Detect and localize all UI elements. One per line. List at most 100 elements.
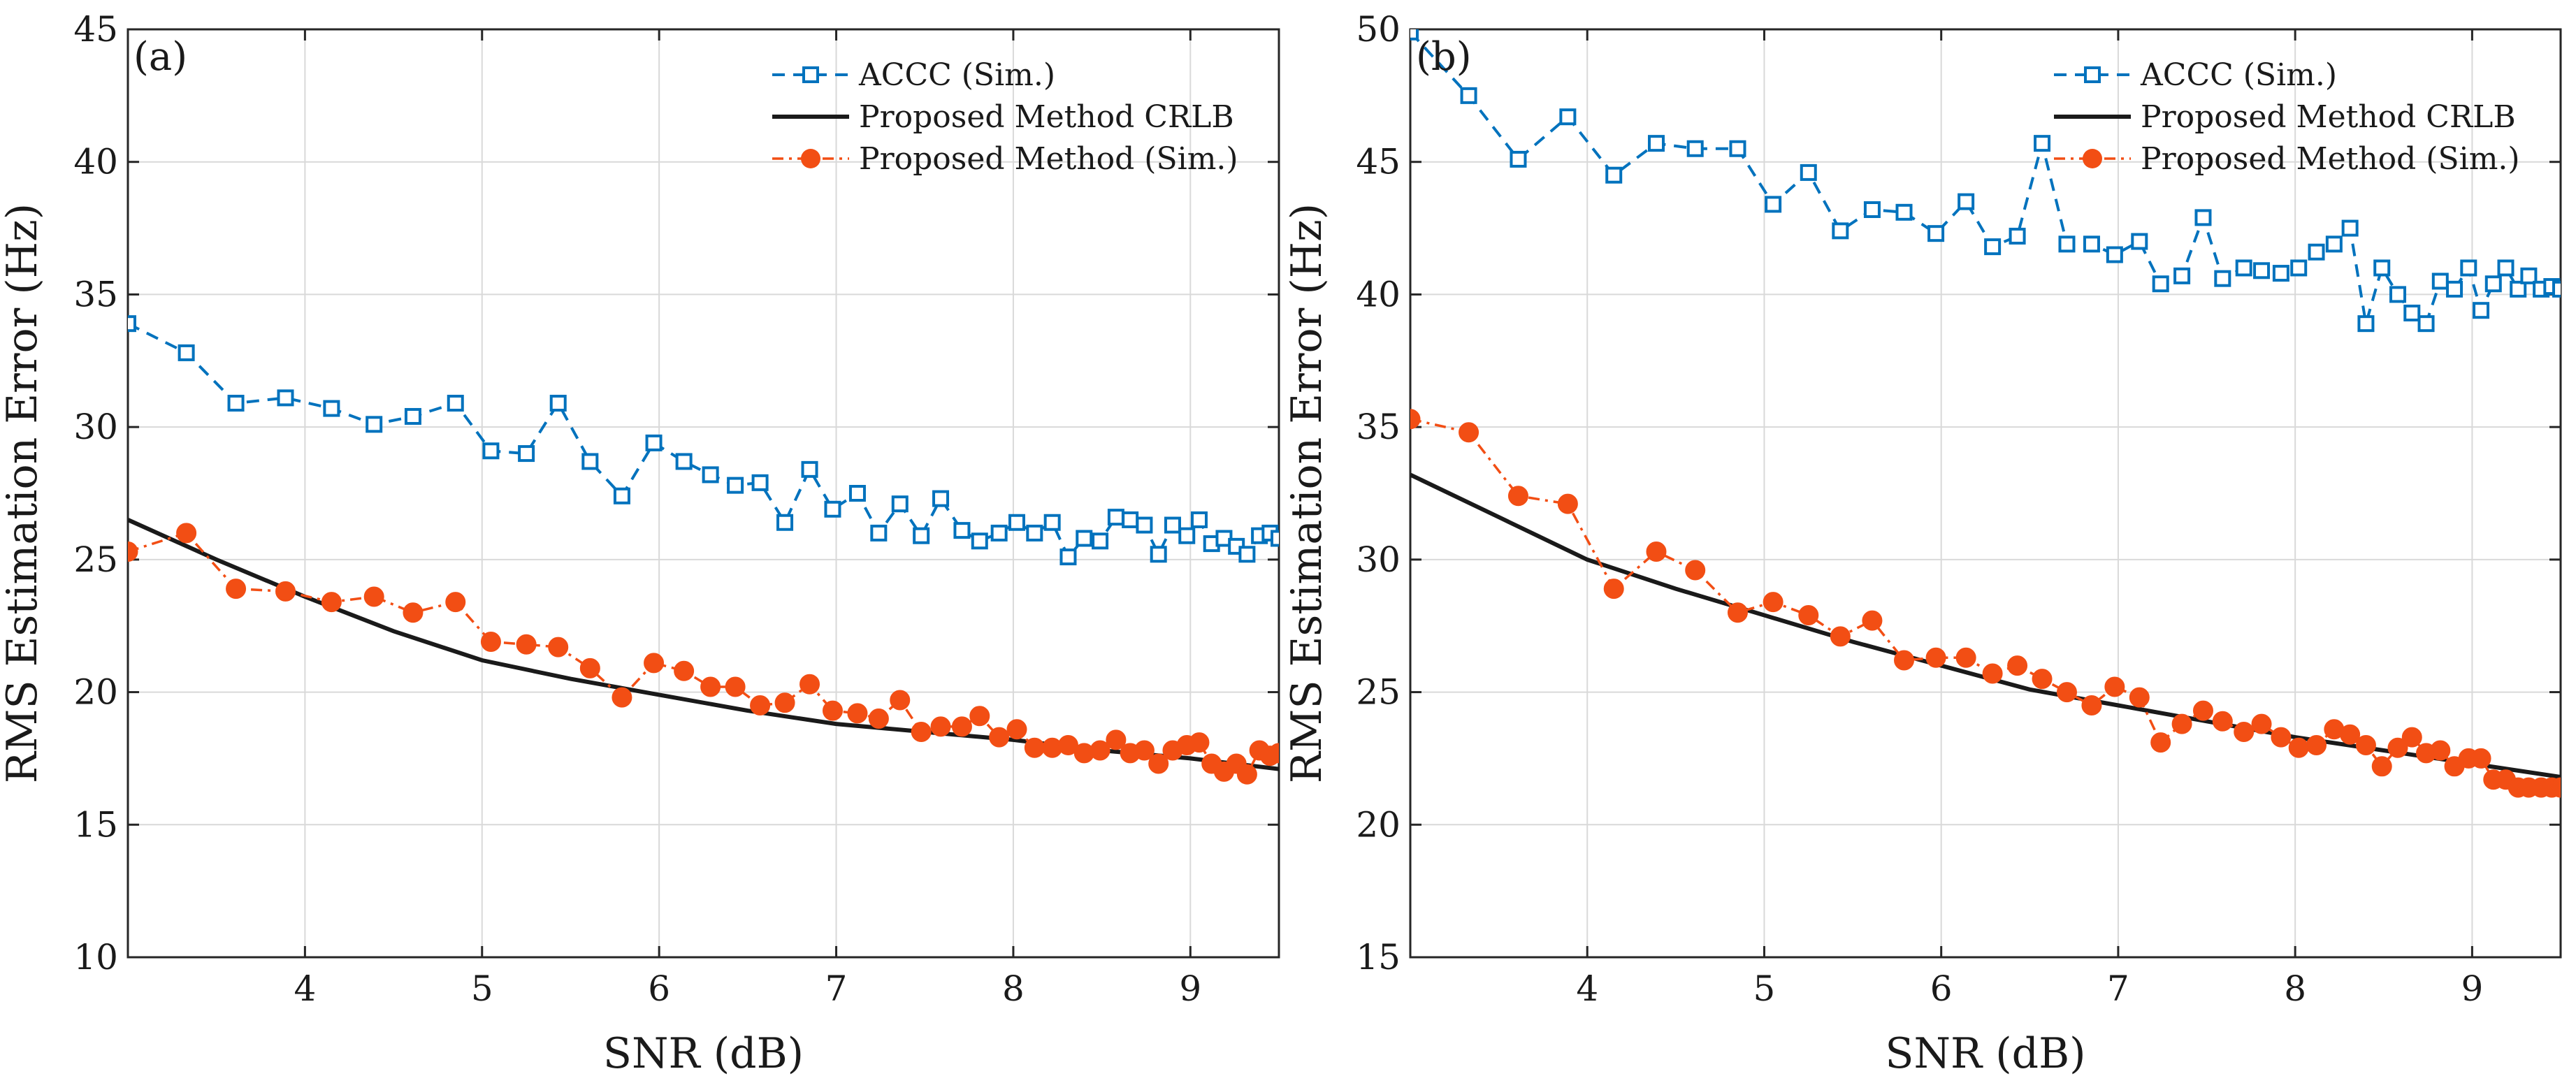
- panel-a-series-dashdot-circle-marker: [363, 586, 384, 607]
- panel-a-series-dashed-square-marker: [482, 442, 500, 460]
- panel-a-series-dashdot-circle-marker: [579, 657, 600, 678]
- panel-b-series-dashed-square-marker: [2214, 270, 2231, 287]
- panel-b-data: [1410, 29, 2561, 798]
- panel-b-ytick-label: 50: [1356, 9, 1401, 50]
- panel-b-series-dashed-square-marker: [2510, 280, 2527, 298]
- panel-a-series-dashdot-circle-marker: [321, 592, 342, 613]
- panel-b-ytick-label: 15: [1356, 937, 1401, 978]
- panel-a-series-dashed-square-marker: [971, 532, 988, 550]
- panel-a-series-solid-line: [128, 518, 1279, 771]
- panel-b-series-dashdot-circle-marker: [1830, 626, 1851, 647]
- panel-b-series-dashdot-circle-marker: [2271, 727, 2292, 748]
- panel-b-series-dashdot-circle-marker: [2288, 737, 2309, 758]
- panel-a-y-axis-label: RMS Estimation Error (Hz): [0, 203, 47, 783]
- panel-b-legend-label-2: Proposed Method (Sim.): [2141, 141, 2520, 177]
- panel-b-series-dashdot-circle-marker: [1685, 560, 1706, 581]
- panel-a-series-dashed-square-marker: [1092, 532, 1109, 550]
- panel-a-series-dashdot-circle-marker: [1134, 740, 1155, 761]
- panel-b-series-dashed-square-marker: [2106, 246, 2123, 263]
- panel-a-series-dashdot-circle-marker: [774, 692, 795, 713]
- panel-b-xtick-label: 8: [2284, 968, 2306, 1009]
- panel-b-series-dashdot-circle-marker: [2430, 740, 2451, 761]
- panel-b-series-dashdot-circle-marker: [2192, 700, 2213, 721]
- panel-a-series-dashdot-circle-marker: [930, 716, 951, 737]
- panel-a-series-dashed-square-marker: [549, 394, 567, 412]
- panel-b-legend-marker-2: [2083, 149, 2102, 168]
- panel-b-series-dashdot-circle-marker: [1507, 486, 1528, 507]
- panel-a-series-dashdot-circle-marker: [480, 631, 501, 652]
- panel-b-series-dashed-square-marker: [1927, 225, 1945, 242]
- panel-b-series-dashdot-circle-marker: [2234, 721, 2255, 742]
- panel-a-series-dashdot-circle-marker: [700, 676, 721, 697]
- panel-b-series-dashed-square-marker: [1984, 238, 2002, 256]
- panel-b-series-dashed-square-marker: [2235, 259, 2252, 277]
- panel-a-series-dashed-square-marker: [1026, 524, 1043, 542]
- panel-b-series-dashed-square-marker: [2552, 280, 2561, 298]
- panel-b-series-dashed-square-marker: [2357, 315, 2375, 333]
- panel-a-legend: ACCC (Sim.) Proposed Method CRLB Proposed …: [772, 57, 1238, 177]
- panel-b-series-dashdot-circle-marker: [1727, 602, 1748, 623]
- panel-a-ytick-label: 30: [73, 407, 118, 447]
- panel-a-series-dashdot-circle-marker: [1024, 737, 1045, 758]
- panel-b-series-dashed-square-marker: [2446, 280, 2463, 298]
- panel-b-series-dashed-square-marker: [2173, 267, 2191, 284]
- panel-a-series-dashdot-circle-marker: [969, 706, 990, 727]
- panel-b-xtick-label: 7: [2107, 968, 2129, 1009]
- panel-a-xtick-label: 9: [1179, 968, 1201, 1009]
- panel-a-series-dashdot-circle-marker: [1006, 719, 1027, 740]
- panel-b-series-dashed-square-marker: [2083, 235, 2100, 253]
- panel-b-series-dashed-square-marker: [2497, 259, 2515, 277]
- panel-a-legend-marker-0: [802, 66, 819, 83]
- panel-b-series-dashed-square-marker: [2417, 315, 2435, 333]
- panel-b-axes-frame: [1409, 28, 2562, 959]
- panel-b-ytick-label: 20: [1356, 804, 1401, 845]
- panel-b-series-dashdot-circle-marker: [1894, 650, 1915, 671]
- panel-b-series-dashed-square-marker: [2034, 135, 2051, 152]
- panel-b-y-axis-label: RMS Estimation Error (Hz): [1282, 203, 1331, 783]
- panel-b-series-dashed-square-marker: [2473, 302, 2490, 319]
- panel-b-series-dashdot-circle-marker: [2470, 748, 2491, 769]
- panel-a-series-dashed-square-marker: [727, 477, 744, 494]
- panel-a-series-dashdot-circle-marker: [275, 581, 296, 602]
- panel-b-series-dashed-square-marker: [1832, 222, 1849, 240]
- panel-a-series-dashed-square-marker: [518, 445, 535, 463]
- panel-b-series-dashdot-circle-marker: [1763, 592, 1783, 613]
- panel-b-xtick-label: 6: [1930, 968, 1953, 1009]
- panel-a-series-dashed-square-line: [128, 322, 1279, 560]
- panel-b-series-solid-line: [1410, 472, 2561, 779]
- panel-b-legend-marker-0: [2084, 66, 2101, 83]
- panel-b-series-dashdot-circle-marker: [1410, 409, 1421, 430]
- panel-a-ytick-label: 25: [73, 539, 118, 580]
- panel-b-legend: ACCC (Sim.) Proposed Method CRLB Proposed …: [2054, 57, 2520, 177]
- panel-a-series-dashdot-circle-marker: [226, 579, 247, 600]
- panel-a-series-dashed-square-marker: [1190, 511, 1208, 528]
- panel-a-series-dashed-square-marker: [277, 389, 294, 407]
- panel-b-series-dashdot-circle-marker: [2355, 734, 2376, 755]
- panel-b-series-dashed-square-marker: [2152, 275, 2169, 293]
- panel-b-series-dashed-square-marker: [2520, 267, 2538, 284]
- panel-b-series-dashed-square-marker: [2290, 259, 2308, 277]
- panel-a-series-dashdot-circle-marker: [176, 523, 197, 544]
- panel-a-ytick-label: 45: [73, 9, 118, 50]
- panel-a-legend-label-0: ACCC (Sim.): [858, 57, 1055, 93]
- panel-a-series-dashed-square-marker: [1238, 546, 1256, 563]
- panel-b-series-dashdot-circle-marker: [2171, 713, 2192, 734]
- panel-b-series-dashed-square-marker: [1647, 135, 1665, 152]
- panel-a-series-dashed-square-marker: [1122, 511, 1139, 528]
- panel-b-series-dashdot-circle-marker: [2371, 756, 2392, 777]
- panel-a-ytick-label: 35: [73, 274, 118, 314]
- panel-a-series-dashdot-circle-marker: [548, 637, 569, 657]
- panel-b-ytick-label: 45: [1356, 142, 1401, 182]
- panel-a-series-dashdot-circle-marker: [799, 674, 820, 695]
- panel-a-series-dashdot-circle-marker: [989, 727, 1010, 748]
- panel-a-series-dashed-square-marker: [891, 495, 909, 513]
- panel-b-series-dashed-square-marker: [2009, 227, 2026, 245]
- panel-b-series-dashed-square-marker: [2460, 259, 2477, 277]
- panel-a-series-dashdot-circle-marker: [951, 716, 972, 737]
- panel-a-series-dashed-square-marker: [366, 416, 383, 433]
- panel-a-series-dashdot-circle-marker: [674, 660, 695, 681]
- panel-a-series-dashed-square-marker: [1043, 514, 1061, 531]
- panel-b-series-dashdot-circle-marker: [2212, 711, 2233, 732]
- panel-b-series-dashed-square-marker: [2194, 209, 2212, 226]
